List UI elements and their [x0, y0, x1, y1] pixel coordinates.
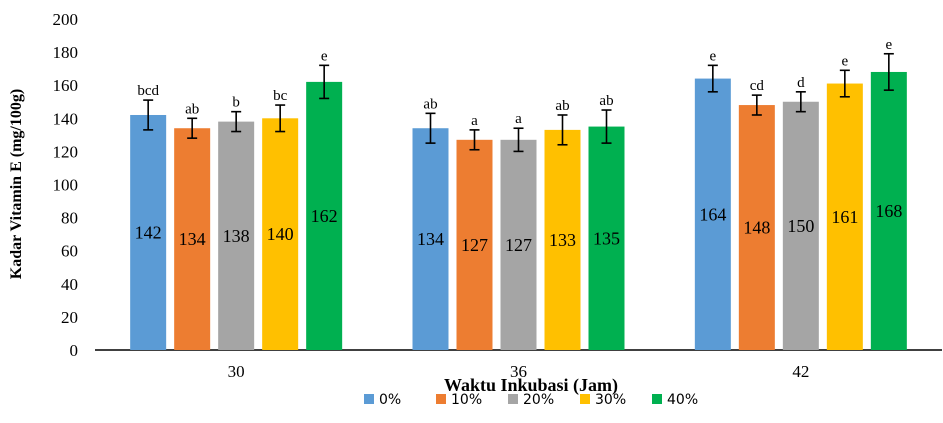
data-label: 150	[787, 216, 814, 236]
y-tick-label: 20	[61, 308, 78, 327]
y-tick-label: 140	[53, 109, 79, 128]
legend-swatch	[364, 394, 374, 404]
legend-swatch	[436, 394, 446, 404]
bars: bcd 142 ab 134 b 138 bc 140 e 162 ab 134 a 127 a 127 ab 1…	[130, 37, 907, 351]
significance-label: ab	[185, 101, 199, 117]
bar	[694, 78, 731, 350]
data-label: 135	[593, 228, 620, 248]
data-label: 161	[831, 207, 858, 227]
significance-label: ab	[423, 96, 437, 112]
x-tick-label: 36	[510, 362, 527, 381]
data-label: 164	[699, 204, 726, 224]
bar	[588, 126, 625, 350]
bar	[870, 71, 907, 351]
y-tick-label: 120	[53, 142, 79, 161]
bar	[306, 81, 343, 350]
y-tick-label: 60	[61, 242, 78, 261]
bar	[782, 101, 819, 350]
y-tick-label: 160	[53, 76, 79, 95]
significance-label: ab	[555, 98, 569, 114]
y-tick-label: 80	[61, 209, 78, 228]
data-label: 134	[179, 229, 206, 249]
data-label: 168	[875, 201, 902, 221]
legend-label: 40%	[667, 392, 698, 408]
significance-label: cd	[750, 78, 765, 94]
significance-label: bc	[273, 88, 288, 104]
significance-label: e	[841, 53, 848, 69]
data-label: 127	[505, 235, 532, 255]
significance-label: a	[515, 111, 522, 127]
legend: 0% 10% 20% 30% 40%	[364, 392, 698, 408]
x-tick-label: 42	[792, 362, 809, 381]
legend-label: 0%	[379, 392, 401, 408]
y-tick-label: 200	[53, 10, 79, 29]
legend-swatch	[580, 394, 590, 404]
legend-label: 30%	[595, 392, 626, 408]
bar	[130, 114, 167, 351]
y-axis: 0 20 40 60 80 100 120 140 160 180 200	[53, 10, 79, 360]
significance-label: b	[232, 95, 240, 111]
bar	[500, 139, 537, 350]
bar	[412, 128, 449, 350]
significance-label: e	[321, 48, 328, 64]
legend-label: 20%	[523, 392, 554, 408]
bar	[544, 129, 581, 350]
significance-label: a	[471, 113, 478, 129]
data-label: 133	[549, 230, 576, 250]
significance-label: e	[709, 48, 716, 64]
significance-label: d	[797, 75, 805, 91]
bar	[218, 121, 255, 350]
y-tick-label: 40	[61, 275, 78, 294]
bar	[826, 83, 863, 351]
y-tick-label: 100	[53, 176, 79, 195]
significance-label: bcd	[137, 83, 159, 99]
x-tick-label: 30	[228, 362, 245, 381]
data-label: 162	[311, 206, 338, 226]
bar	[738, 105, 775, 350]
data-label: 148	[743, 218, 770, 238]
legend-label: 10%	[451, 392, 482, 408]
legend-swatch	[652, 394, 662, 404]
data-label: 138	[223, 226, 250, 246]
bar	[262, 118, 299, 350]
data-label: 134	[417, 229, 444, 249]
x-axis-title: Waktu Inkubasi (Jam)	[444, 375, 618, 396]
y-tick-label: 0	[70, 341, 79, 360]
y-tick-label: 180	[53, 43, 79, 62]
legend-swatch	[508, 394, 518, 404]
data-label: 127	[461, 235, 488, 255]
data-label: 142	[135, 222, 162, 242]
y-axis-title: Kadar Vitamin E (mg/100g)	[8, 89, 25, 279]
significance-label: ab	[599, 93, 613, 109]
data-label: 140	[267, 224, 294, 244]
significance-label: e	[885, 37, 892, 53]
bar	[456, 139, 493, 350]
bar	[174, 128, 211, 350]
